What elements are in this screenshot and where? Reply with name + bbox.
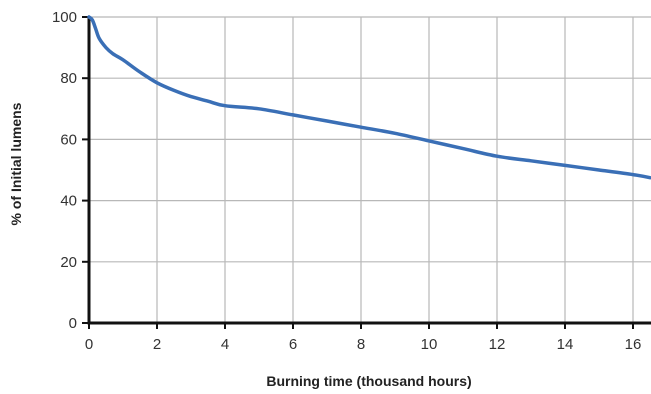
- grid-lines: [89, 16, 651, 323]
- x-tick-label: 16: [625, 336, 642, 353]
- series-layer: [87, 15, 651, 180]
- x-tick-label: 12: [489, 336, 506, 353]
- y-tick-label: 100: [52, 9, 77, 26]
- y-tick-label: 0: [69, 315, 77, 332]
- y-tick-label: 80: [60, 70, 77, 87]
- y-tick-label: 20: [60, 254, 77, 271]
- axes: [82, 16, 651, 329]
- tick-labels: 0 2 4 6 8 10 12 14 16 0 20 40 60 80 100: [52, 9, 641, 353]
- x-tick-label: 2: [153, 336, 161, 353]
- x-tick-label: 4: [221, 336, 229, 353]
- y-tick-label: 60: [60, 131, 77, 148]
- series-line: [87, 15, 651, 180]
- x-tick-label: 8: [357, 336, 365, 353]
- y-tick-label: 40: [60, 193, 77, 210]
- x-tick-label: 6: [289, 336, 297, 353]
- x-axis-title: Burning time (thousand hours): [266, 373, 471, 389]
- x-tick-label: 14: [557, 336, 574, 353]
- y-axis-title: % of Initial lumens: [8, 102, 24, 225]
- x-tick-label: 10: [421, 336, 438, 353]
- x-tick-label: 0: [85, 336, 93, 353]
